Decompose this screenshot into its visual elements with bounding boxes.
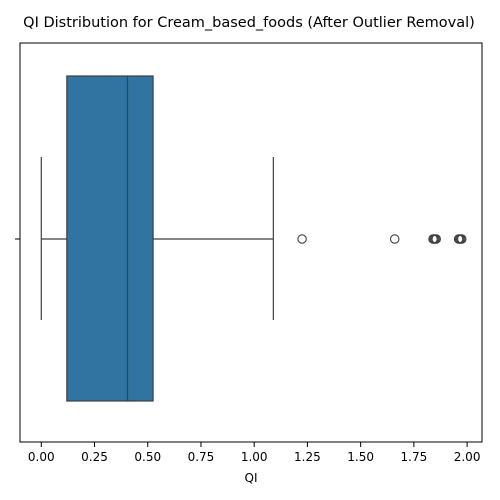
x-tick-label: 1.75 bbox=[401, 450, 428, 464]
x-tick-label: 1.50 bbox=[347, 450, 374, 464]
outlier-point bbox=[457, 234, 467, 244]
x-tick-label: 0.75 bbox=[188, 450, 215, 464]
x-tick-label: 0.25 bbox=[81, 450, 108, 464]
x-tick-label: 0.50 bbox=[134, 450, 161, 464]
x-tick-label: 1.25 bbox=[294, 450, 321, 464]
x-tick-label: 2.00 bbox=[454, 450, 481, 464]
outlier-point bbox=[431, 234, 441, 244]
x-axis-label: QI bbox=[245, 471, 258, 485]
chart-title: QI Distribution for Cream_based_foods (A… bbox=[23, 15, 475, 31]
x-axis: 0.00 0.25 0.50 0.75 1.00 1.25 1.50 1.75 2.00 bbox=[15, 238, 481, 464]
plot-area bbox=[40, 75, 467, 402]
x-tick-label: 0.00 bbox=[28, 450, 55, 464]
outlier-point bbox=[389, 234, 400, 244]
plot-frame bbox=[19, 42, 483, 443]
x-tick-label: 1.00 bbox=[241, 450, 268, 464]
outlier-point bbox=[297, 234, 307, 244]
iqr-box bbox=[66, 75, 154, 402]
